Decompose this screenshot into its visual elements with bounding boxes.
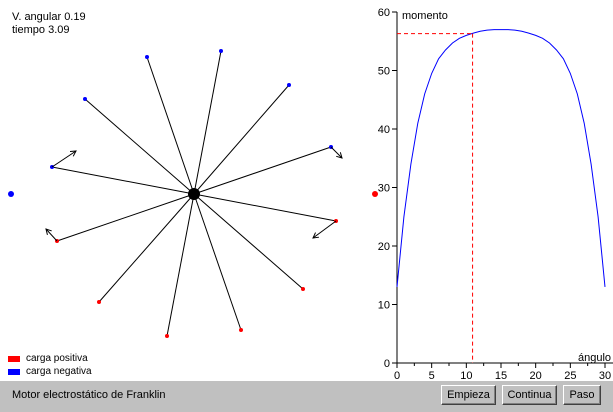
positive-swatch <box>8 355 20 362</box>
positive-charge <box>239 328 243 332</box>
y-tick-label: 60 <box>378 7 390 19</box>
y-tick-label: 20 <box>378 241 390 253</box>
legend-positive: carga positiva <box>8 353 88 364</box>
spoke <box>146 56 195 195</box>
spoke <box>193 193 242 331</box>
force-arrow <box>330 146 343 159</box>
y-axis-label: momento <box>402 10 448 22</box>
spoke <box>193 193 304 290</box>
spoke <box>56 193 195 242</box>
y-tick-label: 10 <box>378 300 390 312</box>
angular-velocity-readout: V. angular 0.19 <box>12 11 86 23</box>
force-arrowhead <box>336 152 343 159</box>
negative-charge <box>219 49 223 53</box>
spoke <box>98 193 195 303</box>
plot-series <box>396 29 606 363</box>
sensor-electrode <box>372 191 378 197</box>
status-bar: Motor electrostático de Franklin Empieza… <box>0 381 613 412</box>
legend-negative: carga negativa <box>8 366 92 377</box>
step-button[interactable]: Paso <box>563 385 601 405</box>
spoke <box>84 98 195 195</box>
time-readout: tiempo 3.09 <box>12 24 70 36</box>
force-arrowhead <box>45 228 52 235</box>
rotor <box>45 49 343 338</box>
spoke <box>193 50 222 195</box>
left-electrode <box>8 191 14 197</box>
y-tick-label: 50 <box>378 66 390 78</box>
force-arrow <box>312 220 337 239</box>
simulation-canvas <box>8 49 343 338</box>
x-tick-label: 25 <box>564 370 576 381</box>
legend-positive-label: carga positiva <box>26 353 88 364</box>
positive-charge <box>97 300 101 304</box>
spoke <box>193 84 290 195</box>
spoke <box>193 146 332 195</box>
positive-charge <box>165 334 169 338</box>
continue-button[interactable]: Continua <box>502 385 557 405</box>
x-tick-label: 30 <box>599 370 611 381</box>
x-tick-label: 15 <box>495 370 507 381</box>
negative-charge <box>83 97 87 101</box>
torque-plot: 0 10 20 30 40 50 60 0 5 10 15 20 25 30 momento ángulo <box>372 7 613 381</box>
y-tick-label: 40 <box>378 124 390 136</box>
x-tick-label: 0 <box>394 370 400 381</box>
legend-negative-label: carga negativa <box>26 366 92 377</box>
negative-charge <box>145 55 149 59</box>
negative-charge <box>287 83 291 87</box>
rotor-hub <box>188 188 200 200</box>
status-title: Motor electrostático de Franklin <box>12 389 166 401</box>
y-tick-label: 30 <box>378 183 390 195</box>
force-arrowhead <box>312 232 320 239</box>
x-tick-label: 5 <box>429 370 435 381</box>
force-arrow <box>51 150 77 168</box>
positive-charge <box>301 287 305 291</box>
force-arrow <box>45 228 58 242</box>
x-tick-label: 20 <box>530 370 542 381</box>
spoke <box>166 193 195 337</box>
x-tick-label: 10 <box>460 370 472 381</box>
spoke <box>51 166 195 195</box>
x-axis-label: ángulo <box>578 352 611 364</box>
negative-swatch <box>8 368 20 375</box>
torque-curve <box>396 29 606 287</box>
plot-axes: 0 10 20 30 40 50 60 0 5 10 15 20 25 30 <box>378 7 613 381</box>
y-tick-label: 0 <box>384 358 390 370</box>
spoke <box>193 193 337 222</box>
start-button[interactable]: Empieza <box>441 385 496 405</box>
force-arrowhead <box>69 150 77 157</box>
